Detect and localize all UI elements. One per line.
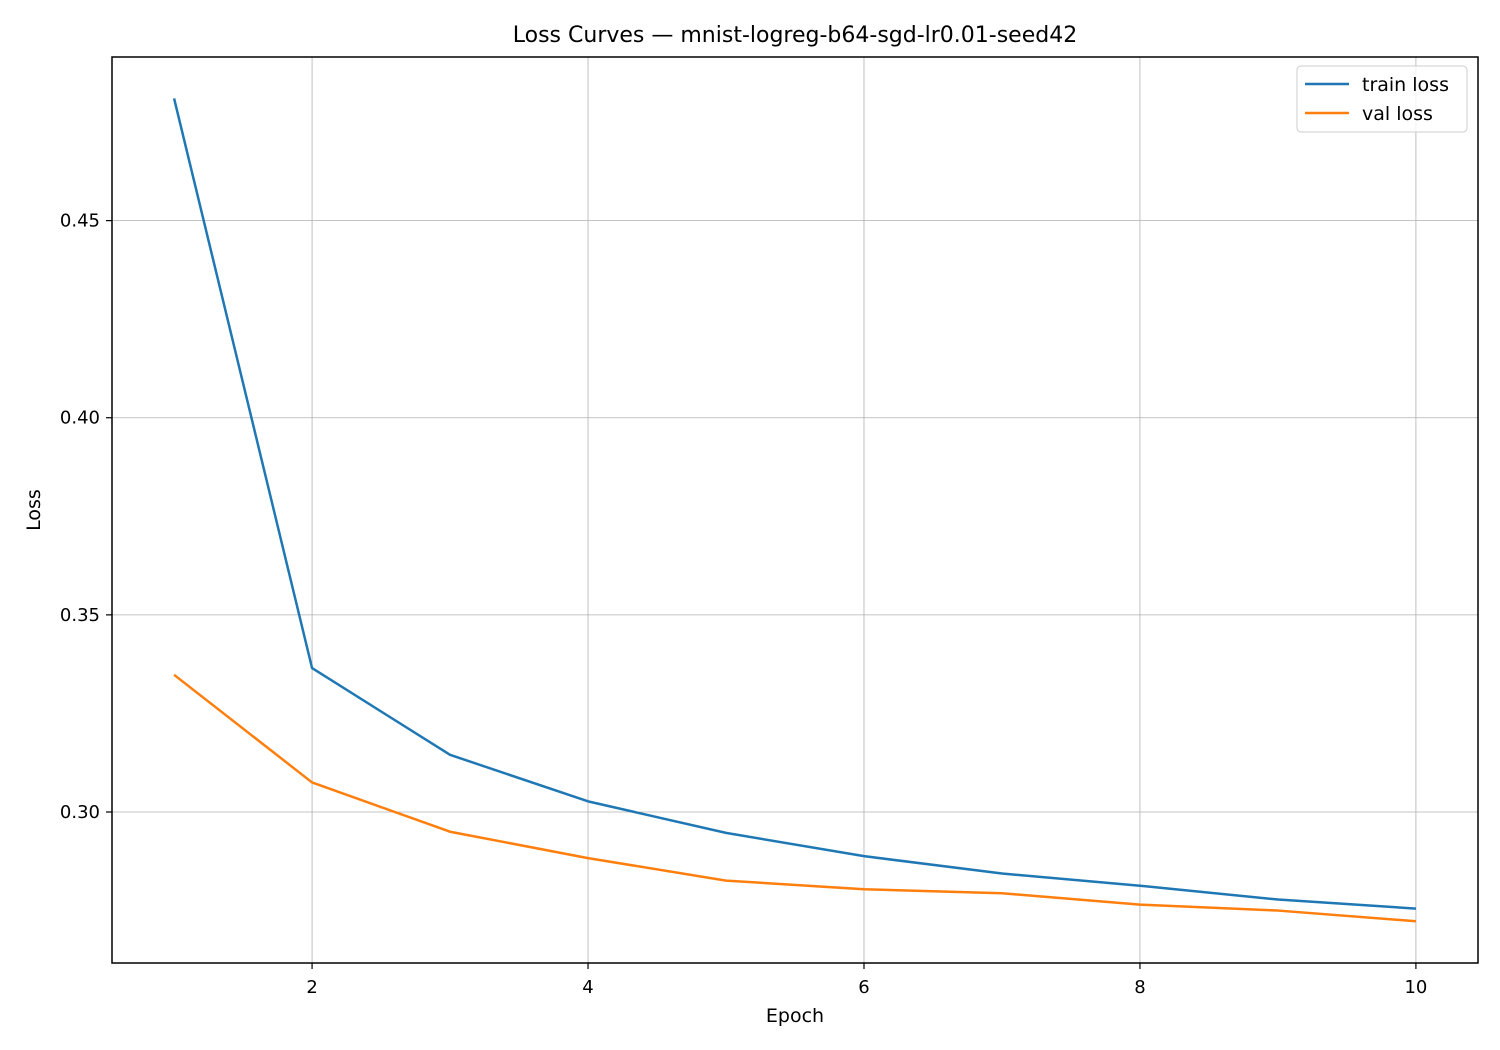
plot-lines [172, 98, 1417, 923]
y-axis-label: Loss [23, 489, 45, 531]
series-line-train-loss [172, 98, 1416, 910]
y-tick-label: 0.45 [60, 211, 100, 232]
gridlines [112, 57, 1478, 963]
x-tick-label: 4 [582, 977, 593, 998]
x-tick-label: 8 [1134, 977, 1145, 998]
y-tick-label: 0.30 [60, 802, 100, 823]
chart-title: Loss Curves — mnist-logreg-b64-sgd-lr0.0… [513, 23, 1077, 48]
x-tick-label: 6 [858, 977, 869, 998]
x-tick-label: 10 [1404, 977, 1427, 998]
legend-label-train-loss: train loss [1362, 74, 1449, 96]
series-line-val-loss [173, 673, 1417, 923]
x-axis-label: Epoch [766, 1005, 824, 1027]
y-tick-label: 0.40 [60, 408, 100, 429]
y-tick-label: 0.35 [60, 605, 100, 626]
x-axis-ticks: 2 4 6 8 10 [306, 963, 1427, 998]
y-axis-ticks: 0.30 0.35 0.40 0.45 [60, 211, 112, 823]
plot-area-frame [111, 56, 1479, 964]
legend-box [1296, 65, 1468, 133]
legend: train loss val loss [1296, 65, 1468, 133]
legend-label-val-loss: val loss [1362, 103, 1433, 125]
x-tick-label: 2 [306, 977, 317, 998]
